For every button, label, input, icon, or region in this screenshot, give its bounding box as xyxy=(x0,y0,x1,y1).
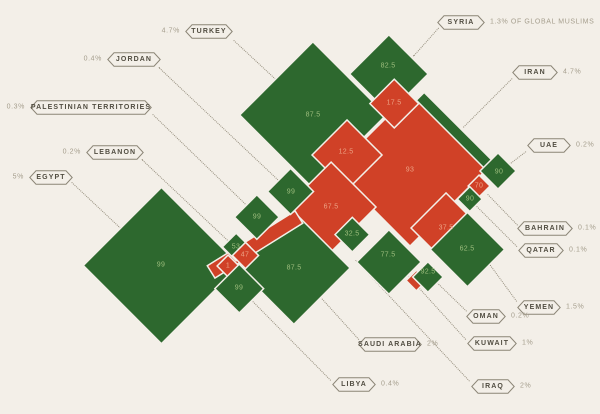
syria-green-value: 82.5 xyxy=(380,62,396,70)
palestine-green-value: 99 xyxy=(252,213,262,221)
kuwait-label-pill: KUWAIT xyxy=(467,335,517,351)
yemen-global-share: 1.5% xyxy=(566,303,585,311)
libya-green-value: 99 xyxy=(234,284,244,292)
turkey-label-text: TURKEY xyxy=(191,27,227,35)
uae-global-share: 0.2% xyxy=(576,141,595,149)
libya-label-pill: LIBYA xyxy=(332,376,376,392)
lebanon-green-value: 53 xyxy=(231,243,241,251)
palestine-label-text: PALESTINIAN TERRITORIES xyxy=(30,103,152,111)
iraq-red-value: 67.5 xyxy=(323,203,339,211)
syria-red-value: 17.5 xyxy=(386,99,402,107)
iran-label-text: IRAN xyxy=(524,68,546,76)
uae-green-value: 90 xyxy=(494,168,504,176)
yemen-green-value: 62.5 xyxy=(459,245,475,253)
qatar-label-text: QATAR xyxy=(526,246,556,254)
egypt-label-text: EGYPT xyxy=(36,173,66,181)
saudi-global-share: 2% xyxy=(427,340,439,348)
lebanon-label-text: LEBANON xyxy=(93,148,137,156)
egypt-label-pill: EGYPT xyxy=(29,169,73,185)
jordan-green-value: 99 xyxy=(286,188,296,196)
iraq-global-share: 2% xyxy=(520,382,532,390)
jordan-label-pill: JORDAN xyxy=(107,51,161,67)
palestine-global-share: 0.3% xyxy=(6,103,25,111)
qatar-green-value: 90 xyxy=(465,195,475,203)
lebanon-global-share: 0.2% xyxy=(62,148,81,156)
oman-label-pill: OMAN xyxy=(466,308,506,324)
uae-label-pill: UAE xyxy=(527,137,571,153)
oman-label-text: OMAN xyxy=(473,312,499,320)
saudi-label-pill: SAUDI ARABIA xyxy=(358,336,422,352)
qatar-label-pill: QATAR xyxy=(518,242,564,258)
bahrain-label-text: BAHRAIN xyxy=(525,224,565,232)
lebanon-label-pill: LEBANON xyxy=(86,144,144,160)
turkey-label-pill: TURKEY xyxy=(185,23,233,39)
bahrain-global-share: 0.1% xyxy=(578,224,597,232)
egypt-red-value: 1 xyxy=(225,262,231,270)
egypt-green-value: 99 xyxy=(156,261,166,269)
turkey-global-share: 4.7% xyxy=(161,27,180,35)
uae-label-text: UAE xyxy=(539,141,559,149)
oman-global-share: 0.2% xyxy=(511,312,530,320)
kuwait-global-share: 1% xyxy=(522,339,534,347)
iran-label-pill: IRAN xyxy=(512,64,558,80)
syria-label-text: SYRIA xyxy=(447,18,475,26)
lebanon-red-value: 47 xyxy=(240,251,250,259)
yemen-label-pill: YEMEN xyxy=(517,299,561,315)
kuwait-green-value: 77.5 xyxy=(380,251,396,259)
saudi-green-value: 87.5 xyxy=(286,264,302,272)
turkey-red-value: 12.5 xyxy=(338,148,354,156)
jordan-global-share: 0.4% xyxy=(83,55,102,63)
qatar-global-share: 0.1% xyxy=(569,246,588,254)
iran-red-value: 93 xyxy=(405,166,415,174)
bahrain-red-value: 70 xyxy=(474,182,484,190)
iran-global-share: 4.7% xyxy=(563,68,582,76)
jordan-label-text: JORDAN xyxy=(115,55,153,63)
palestine-label-pill: PALESTINIAN TERRITORIES xyxy=(30,99,152,115)
bahrain-label-pill: BAHRAIN xyxy=(517,220,573,236)
oman-green-value: 92.5 xyxy=(420,268,436,276)
yemen-label-text: YEMEN xyxy=(523,303,555,311)
saudi-label-text: SAUDI ARABIA xyxy=(358,340,422,348)
syria-label-pill: SYRIA xyxy=(437,14,485,30)
libya-global-share: 0.4% xyxy=(381,380,400,388)
egypt-global-share: 5% xyxy=(12,173,24,181)
turkey-green-value: 87.5 xyxy=(305,111,321,119)
iraq-label-text: IRAQ xyxy=(482,382,504,390)
syria-global-share: 1.3% OF GLOBAL MUSLIMS xyxy=(490,18,595,26)
iraq-label-pill: IRAQ xyxy=(471,378,515,394)
iraq-green-value: 32.5 xyxy=(344,230,360,238)
kuwait-label-text: KUWAIT xyxy=(474,339,510,347)
libya-label-text: LIBYA xyxy=(341,380,367,388)
yemen-red-value: 37.5 xyxy=(438,224,454,232)
